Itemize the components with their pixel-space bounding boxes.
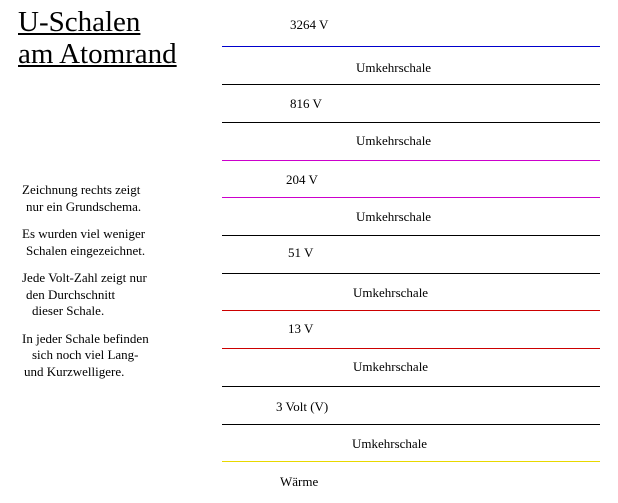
reversal-shell-label: Umkehrschale — [352, 436, 428, 451]
page-title: U-Schalen am Atomrand — [18, 6, 177, 70]
reversal-shell-label: Umkehrschale — [356, 60, 432, 75]
note-line: Zeichnung rechts zeigt — [22, 182, 141, 197]
shell-boundary-line — [222, 348, 600, 349]
shell-voltage-label: 3264 V — [290, 17, 329, 32]
note-line: Schalen eingezeichnet. — [26, 242, 146, 258]
note-line: Jede Volt-Zahl zeigt nur — [22, 270, 147, 285]
shell-voltage-label: 13 V — [288, 321, 314, 336]
reversal-shell-label: Umkehrschale — [353, 359, 429, 374]
title-line-2: am Atomrand — [18, 38, 177, 70]
note-line: und Kurzwelligere. — [24, 363, 125, 379]
note-2: Es wurden viel weniger Schalen eingezeic… — [22, 226, 222, 259]
note-1: Zeichnung rechts zeigt nur ein Grundsche… — [22, 182, 222, 215]
shell-boundary-line — [222, 424, 600, 425]
shell-boundary-line — [222, 84, 600, 85]
shell-voltage-label: 204 V — [286, 172, 318, 187]
note-3: Jede Volt-Zahl zeigt nur den Durchschnit… — [22, 270, 222, 320]
shell-voltage-label: 3 Volt (V) — [276, 399, 329, 414]
shell-boundary-line — [222, 46, 600, 47]
note-line: Es wurden viel weniger — [22, 226, 146, 241]
shell-boundary-line — [222, 386, 600, 387]
shell-boundary-line — [222, 273, 600, 274]
shell-voltage-label: 51 V — [288, 245, 314, 260]
shell-boundary-line — [222, 310, 600, 311]
shell-boundary-line — [222, 122, 600, 123]
shell-voltage-label: Wärme — [280, 474, 319, 489]
note-line: nur ein Grundschema. — [26, 198, 142, 214]
shell-boundary-line — [222, 235, 600, 236]
shell-boundary-line — [222, 461, 600, 462]
reversal-shell-label: Umkehrschale — [356, 133, 432, 148]
reversal-shell-label: Umkehrschale — [353, 285, 429, 300]
title-line-1: U-Schalen — [18, 6, 141, 38]
notes-panel: Zeichnung rechts zeigt nur ein Grundsche… — [22, 182, 222, 391]
shell-boundary-line — [222, 160, 600, 161]
note-line: dieser Schale. — [32, 303, 105, 318]
note-line: In jeder Schale befinden — [22, 330, 149, 346]
note-line: sich noch viel Lang- — [32, 347, 139, 362]
shell-voltage-label: 816 V — [290, 96, 322, 111]
note-4: In jeder Schale befinden sich noch viel … — [22, 331, 222, 381]
shell-boundary-line — [222, 197, 600, 198]
reversal-shell-label: Umkehrschale — [356, 209, 432, 224]
note-line: den Durchschnitt — [26, 286, 116, 302]
